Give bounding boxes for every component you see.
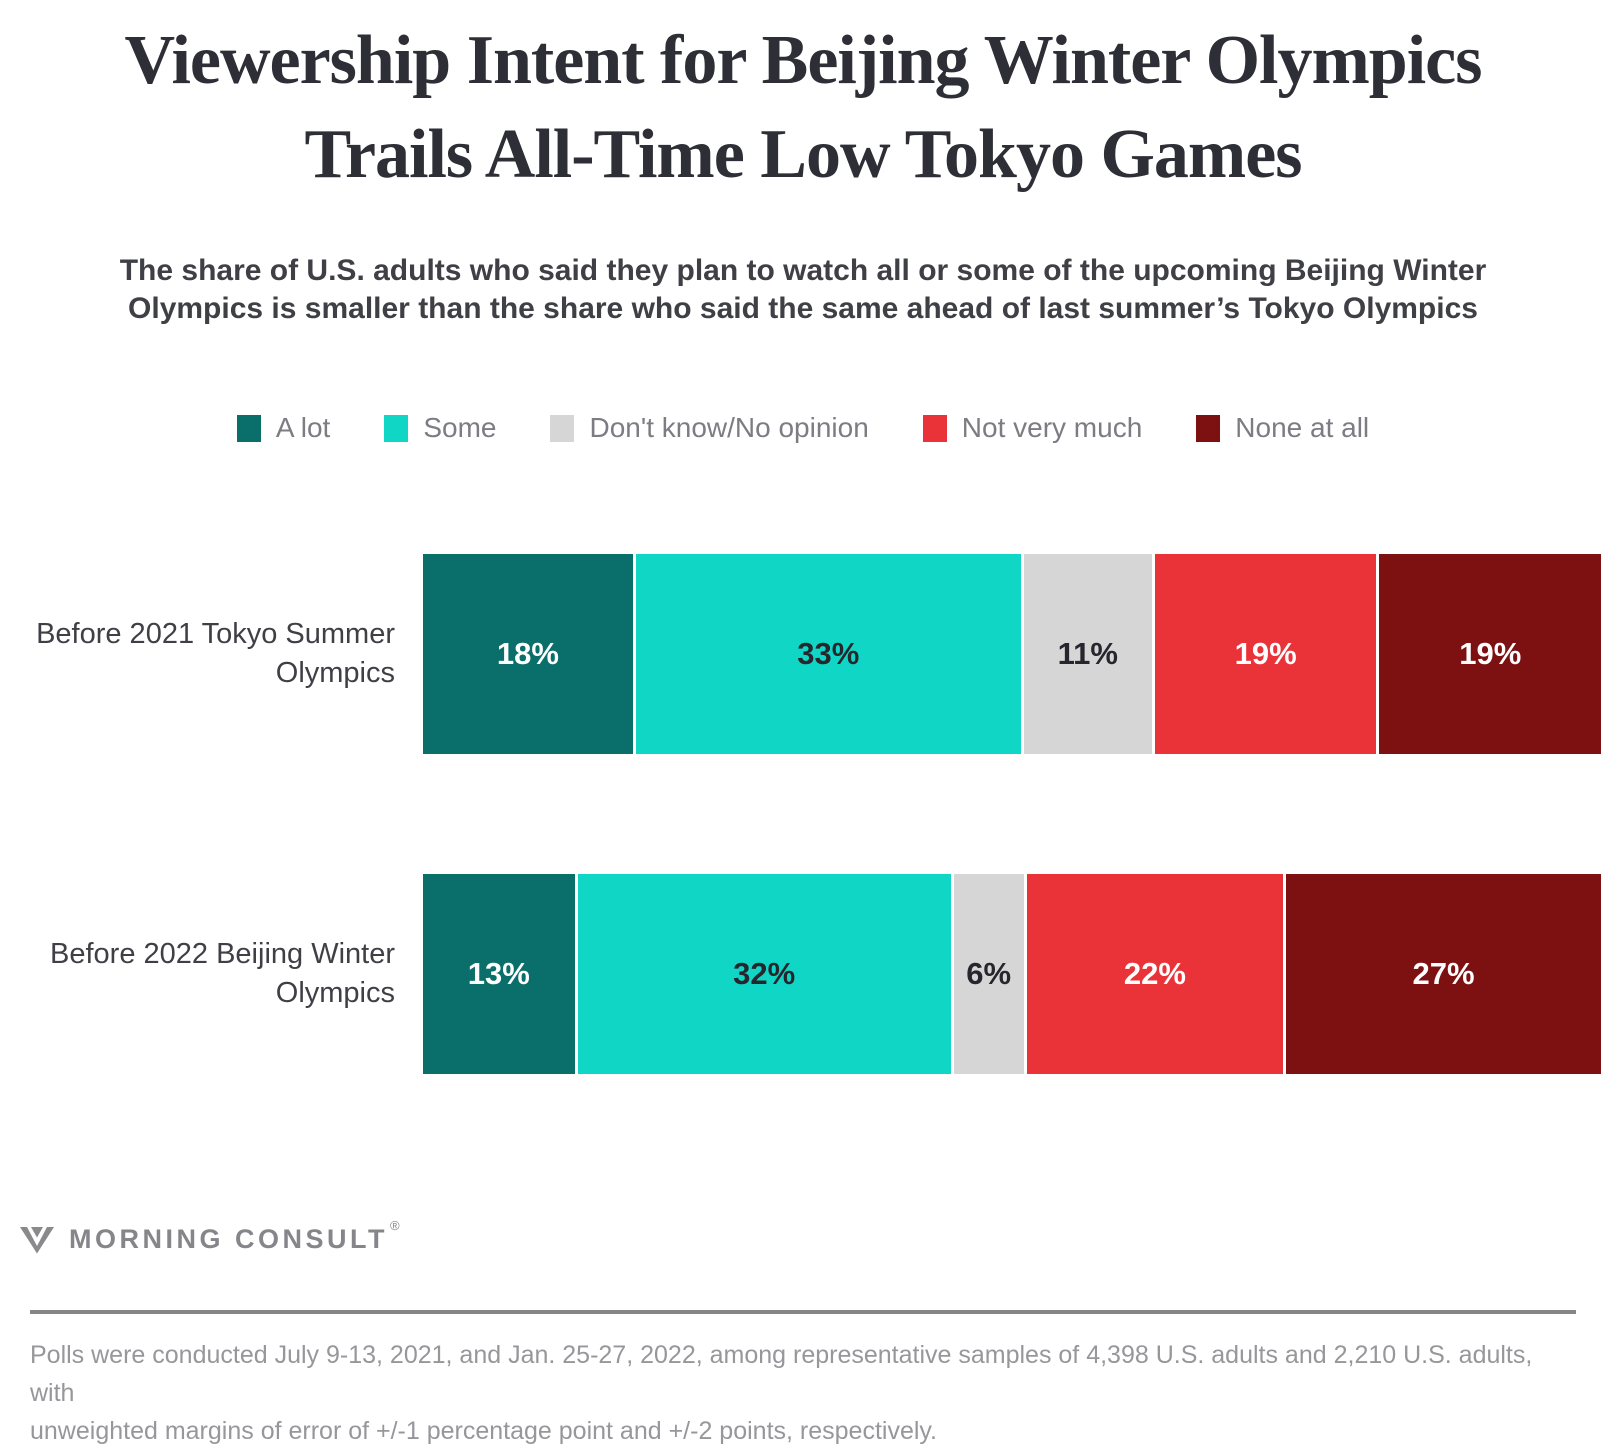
bar-segment-none-at-all: 27% [1286,874,1601,1074]
page-subtitle-line: Olympics is smaller than the share who s… [128,292,1478,325]
footnote: Polls were conducted July 9-13, 2021, an… [30,1336,1576,1450]
footnote-line: unweighted margins of error of +/-1 perc… [30,1417,937,1445]
legend-item-none-at-all: None at all [1196,412,1369,444]
page-title-line: Viewership Intent for Beijing Winter Oly… [124,22,1483,99]
segment-value: 19% [1459,636,1522,671]
segment-value: 18% [496,636,559,671]
page-title: Viewership Intent for Beijing Winter Oly… [0,14,1606,202]
row-label: Before 2022 Beijing Winter Olympics [50,938,395,1009]
footnote-line: Polls were conducted July 9-13, 2021, an… [30,1341,1533,1407]
page-subtitle-line: The share of U.S. adults who said they p… [119,254,1487,287]
legend-item-not-very-much: Not very much [922,412,1143,444]
segment-value: 11% [1057,636,1118,671]
bar-segment-some: 33% [635,554,1021,754]
legend-label: None at all [1235,412,1370,443]
segment-value: 19% [1234,636,1297,671]
legend-label: Not very much [961,412,1143,443]
footer-divider [30,1310,1576,1314]
legend-swatch-icon [384,414,409,442]
segment-value: 27% [1412,956,1475,991]
segment-value: 6% [966,956,1012,991]
brand-name: MORNING CONSULT ® [69,1217,404,1254]
page-title-line: Trails All-Time Low Tokyo Games [304,116,1302,193]
legend-label: Don't know/No opinion [589,412,869,443]
legend-swatch-icon [550,414,575,442]
legend-item-don-t-know-no-opinion: Don't know/No opinion [550,412,869,444]
legend-label: Some [423,412,497,443]
segment-value: 33% [797,636,860,671]
bar-segment-none-at-all: 19% [1379,554,1602,754]
chart-row-before-2022-beijing-winter-olympics: Before 2022 Beijing Winter Olympics 13% 32… [0,874,1601,1074]
chart-header: Viewership Intent for Beijing Winter Oly… [0,0,1606,328]
legend-swatch-icon [1196,414,1221,442]
registered-mark: ® [389,1217,404,1233]
bar-segment-a-lot: 18% [423,554,633,754]
chart: Before 2021 Tokyo Summer Olympics 18% 33% 1… [0,554,1606,1074]
bar-segment-some: 32% [577,874,951,1074]
morning-consult-logo-icon [20,1226,54,1253]
legend-item-some: Some [384,412,496,444]
legend-label: A lot [275,412,331,443]
brand-row: MORNING CONSULT ® [20,1214,1606,1264]
bar-segment-don-t-know-no-opinion: 6% [953,874,1024,1074]
legend-item-a-lot: A lot [236,412,331,444]
chart-rows: Before 2021 Tokyo Summer Olympics 18% 33% 1… [0,554,1602,1074]
chart-footer: MORNING CONSULT ® Polls were conducted Ju… [0,1214,1606,1450]
bar-segment-not-very-much: 22% [1026,874,1284,1074]
stacked-bar: 18% 33% 11% 19% 19% [423,554,1602,754]
bar-segment-not-very-much: 19% [1154,554,1377,754]
legend: A lot Some Don't know/No opinion Not very m… [0,412,1606,444]
legend-swatch-icon [922,414,947,442]
stacked-bar: 13% 32% 6% 22% 27% [423,874,1601,1074]
row-label: Before 2021 Tokyo Summer Olympics [36,618,395,689]
bar-segment-don-t-know-no-opinion: 11% [1023,554,1152,754]
legend-swatch-icon [236,414,261,442]
segment-value: 22% [1123,956,1186,991]
segment-value: 32% [733,956,796,991]
chart-row-before-2021-tokyo-summer-olympics: Before 2021 Tokyo Summer Olympics 18% 33% 1… [0,554,1602,754]
page-subtitle: The share of U.S. adults who said they p… [0,252,1606,328]
segment-value: 13% [467,956,530,991]
bar-segment-a-lot: 13% [423,874,575,1074]
